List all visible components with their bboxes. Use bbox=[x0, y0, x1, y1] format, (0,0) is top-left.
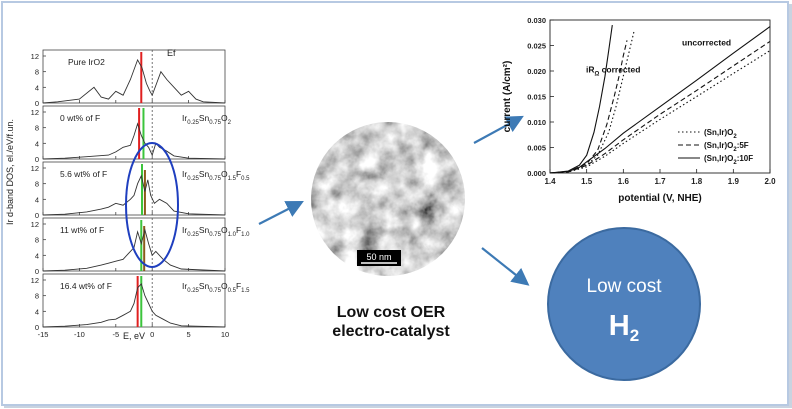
dos-y-tick-label: 12 bbox=[31, 52, 39, 61]
dos-y-tick-label: 8 bbox=[35, 124, 39, 133]
dos-panel-formula: Ir0.25Sn0.75O1.5F0.5 bbox=[182, 169, 250, 182]
dos-y-tick-label: 8 bbox=[35, 292, 39, 301]
y-tick-label: 0.020 bbox=[527, 67, 546, 76]
dos-y-tick-label: 0 bbox=[35, 211, 39, 220]
caption-line-2: electro-catalyst bbox=[332, 323, 450, 340]
legend-label: (Sn,Ir)O2:10F bbox=[704, 154, 753, 166]
dos-panel-formula: Ir0.25Sn0.75O0.5F1.5 bbox=[182, 281, 250, 294]
scale-bar-label: 50 nm bbox=[366, 252, 391, 262]
y-axis-label: current (A/cm²) bbox=[502, 61, 513, 133]
legend-label: (Sn,Ir)O2:5F bbox=[704, 141, 749, 153]
dos-panel-frame bbox=[42, 217, 226, 272]
x-axis-label: potential (V, NHE) bbox=[618, 193, 702, 204]
dos-x-tick-label: -10 bbox=[74, 330, 85, 339]
dos-y-tick-label: 0 bbox=[35, 267, 39, 276]
y-tick-label: 0.015 bbox=[527, 93, 546, 102]
dos-x-tick-label: 0 bbox=[150, 330, 154, 339]
frame-shadow-right bbox=[788, 4, 792, 408]
dos-panel-3: 0 4 8 12 11 wt% of F Ir0.25Sn0.75O1.0F1.0 bbox=[31, 217, 250, 276]
dos-y-tick-label: 4 bbox=[35, 139, 39, 148]
dos-panel-2: 0 4 8 12 5.6 wt% of F Ir0.25Sn0.75O1.5F0.5 bbox=[31, 161, 250, 220]
annotation-ir-corrected: iRΩ corrected bbox=[586, 65, 640, 78]
dos-curve bbox=[42, 58, 226, 104]
h2-symbol: H bbox=[608, 310, 630, 342]
annotation-uncorrected: uncorrected bbox=[682, 38, 731, 48]
x-tick-label: 1.5 bbox=[581, 177, 593, 186]
dos-y-tick-label: 4 bbox=[35, 307, 39, 316]
dos-y-tick-label: 0 bbox=[35, 323, 39, 332]
dos-panel-label: 5.6 wt% of F bbox=[60, 169, 107, 179]
dos-panel-frame bbox=[42, 273, 226, 328]
dos-y-axis-label: Ir d-band DOS, el./eV/f.un. bbox=[5, 119, 15, 225]
dos-panel-label: 16.4 wt% of F bbox=[60, 281, 112, 291]
dos-x-tick-label: 5 bbox=[187, 330, 191, 339]
dos-panel-label: Pure IrO2 bbox=[68, 57, 105, 67]
frame-shadow-bottom bbox=[4, 404, 790, 408]
dos-y-tick-label: 12 bbox=[31, 276, 39, 285]
y-tick-label: 0.025 bbox=[527, 42, 546, 51]
h2-circle-label: Low cost bbox=[586, 276, 662, 297]
x-tick-label: 1.4 bbox=[544, 177, 556, 186]
caption-line-1: Low cost OER bbox=[336, 304, 446, 321]
dos-curve bbox=[42, 228, 226, 272]
dos-y-tick-label: 12 bbox=[31, 220, 39, 229]
dos-panel-frame bbox=[42, 49, 226, 104]
plot-frame bbox=[549, 19, 771, 174]
dos-panel-0: 0 4 8 12 Pure IrO2 bbox=[31, 49, 226, 108]
dos-y-tick-label: 8 bbox=[35, 236, 39, 245]
y-tick-label: 0.005 bbox=[527, 144, 546, 153]
x-tick-label: 1.7 bbox=[654, 177, 666, 186]
x-tick-label: 1.8 bbox=[691, 177, 703, 186]
x-tick-label: 2.0 bbox=[764, 177, 776, 186]
x-tick-label: 1.6 bbox=[618, 177, 630, 186]
dos-y-tick-label: 4 bbox=[35, 83, 39, 92]
dos-y-tick-label: 4 bbox=[35, 251, 39, 260]
dos-y-tick-label: 0 bbox=[35, 155, 39, 164]
y-tick-label: 0.010 bbox=[527, 118, 546, 127]
dos-curve bbox=[42, 122, 226, 160]
dos-x-tick-label: 10 bbox=[221, 330, 229, 339]
dos-y-tick-label: 12 bbox=[31, 108, 39, 117]
series-line-corrected-dotted bbox=[549, 30, 635, 174]
dos-panel-formula: Ir0.25Sn0.75O2 bbox=[182, 113, 232, 126]
arrow-tem-to-polarization bbox=[473, 115, 524, 144]
fermi-level-label: Ef bbox=[167, 48, 176, 58]
dos-y-tick-label: 0 bbox=[35, 99, 39, 108]
dos-panel-formula: Ir0.25Sn0.75O1.0F1.0 bbox=[182, 225, 250, 238]
dos-x-tick-label: -15 bbox=[38, 330, 49, 339]
y-tick-label: 0.000 bbox=[527, 169, 546, 178]
dos-y-tick-label: 4 bbox=[35, 195, 39, 204]
h2-subscript: 2 bbox=[629, 326, 640, 345]
dos-curve bbox=[42, 283, 226, 328]
h2-circle: Low cost H2 bbox=[547, 227, 701, 381]
arrow-tem-to-h2 bbox=[481, 247, 530, 286]
dos-panel-1: 0 4 8 12 0 wt% of F Ir0.25Sn0.75O2 bbox=[31, 105, 232, 164]
catalyst-caption: Low cost OER electro-catalyst bbox=[322, 303, 460, 341]
highlight-ellipse bbox=[125, 142, 179, 268]
series-line-corrected-solid bbox=[549, 25, 613, 174]
arrow-dos-to-tem bbox=[258, 200, 304, 225]
dos-panel-4: 0 4 8 12 16.4 wt% of F Ir0.25Sn0.75O0.5F1.5 -1… bbox=[31, 273, 250, 339]
dos-y-tick-label: 12 bbox=[31, 164, 39, 173]
dos-panels: 0 4 8 12 Pure IrO2 0 4 8 12 0 wt% of F Ir0.25Sn0.7… bbox=[31, 49, 250, 339]
dos-x-tick-label: -5 bbox=[112, 330, 119, 339]
x-tick-label: 1.9 bbox=[728, 177, 740, 186]
series-line-uncorrected-solid bbox=[549, 26, 771, 174]
scale-bar-box bbox=[357, 250, 401, 266]
dos-x-axis-label: E, eV bbox=[123, 331, 145, 341]
legend-label: (Sn,Ir)O2 bbox=[704, 128, 737, 140]
dos-panel-label: 11 wt% of F bbox=[60, 225, 104, 235]
dos-curve bbox=[42, 174, 226, 216]
h2-formula: H2 bbox=[549, 310, 699, 346]
dos-y-tick-label: 8 bbox=[35, 68, 39, 77]
y-tick-label: 0.030 bbox=[527, 16, 546, 25]
dos-panel-label: 0 wt% of F bbox=[60, 113, 100, 123]
dos-y-tick-label: 8 bbox=[35, 180, 39, 189]
